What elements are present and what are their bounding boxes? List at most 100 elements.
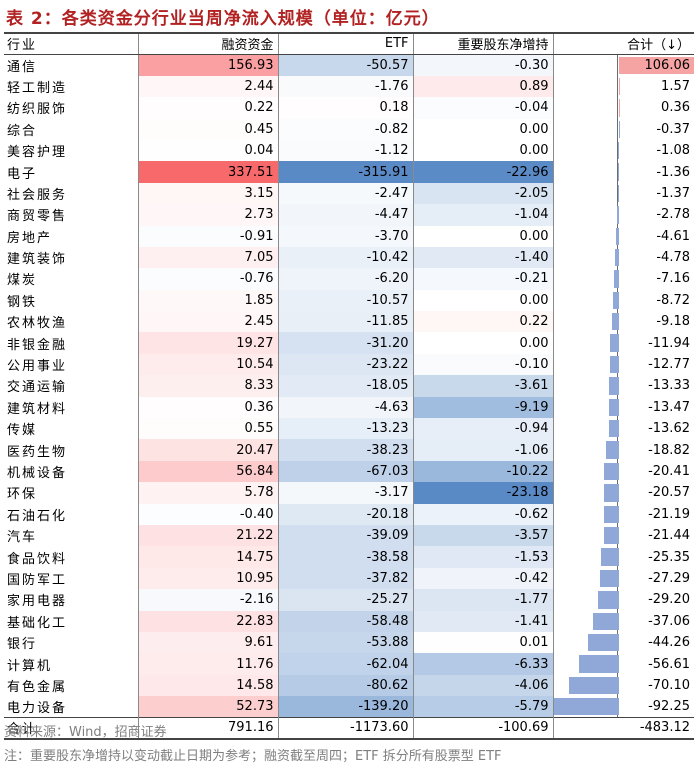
total-databar (613, 270, 619, 288)
financing-cell: 2.73 (138, 204, 279, 226)
total-databar (592, 612, 619, 630)
zero-axis-line (616, 97, 618, 119)
industry-name: 家用电器 (4, 589, 139, 611)
zero-axis-line (616, 75, 618, 98)
total-databar (612, 313, 619, 331)
table-row: 社会服务 3.15 -2.47 -2.05 -1.37 (4, 182, 694, 205)
total-value: -25.35 (648, 549, 690, 565)
total-value: -21.19 (648, 506, 690, 522)
total-value: -70.10 (648, 677, 690, 693)
total-cell: 0.36 (553, 97, 694, 119)
industry-name: 通信 (4, 54, 139, 76)
total-databar (609, 355, 619, 374)
etf-cell: -11.85 (278, 311, 414, 333)
total-cell: -1.36 (553, 161, 694, 183)
total-databar (605, 441, 619, 459)
industry-name: 传媒 (4, 418, 139, 440)
total-value: -9.18 (656, 314, 690, 330)
holder-cell: -0.94 (413, 418, 554, 440)
total-cell: -20.41 (553, 460, 694, 483)
table-row: 农林牧渔 2.45 -11.85 0.22 -9.18 (4, 311, 694, 333)
holder-cell: 0.00 (413, 289, 554, 312)
table-row: 传媒 0.55 -13.23 -0.94 -13.62 (4, 418, 694, 440)
total-cell: -92.25 (553, 696, 694, 717)
total-cell: -25.35 (553, 546, 694, 568)
holder-cell: -0.04 (413, 97, 554, 119)
total-databar (615, 248, 619, 267)
etf-cell: -1.76 (278, 75, 414, 98)
table-row: 环保 5.78 -3.17 -23.18 -20.57 (4, 482, 694, 504)
industry-name: 钢铁 (4, 289, 139, 312)
industry-name: 非银金融 (4, 332, 139, 354)
zero-axis-line (616, 161, 618, 183)
total-cell: -20.57 (553, 482, 694, 504)
etf-cell: -0.82 (278, 118, 414, 140)
holder-cell: -1.41 (413, 610, 554, 632)
holder-cell: -0.10 (413, 353, 554, 376)
industry-name: 建筑装饰 (4, 246, 139, 269)
financing-cell: -0.76 (138, 268, 279, 290)
header-financing: 融资资金 (138, 31, 279, 55)
table-row: 纺织服饰 0.22 0.18 -0.04 0.36 (4, 97, 694, 119)
industry-name: 美容护理 (4, 139, 139, 162)
total-value: -13.33 (648, 378, 690, 394)
holder-cell: -3.61 (413, 375, 554, 397)
industry-name: 医药生物 (4, 439, 139, 461)
table-title: 表 2：各类资金分行业当周净流入规模（单位：亿元） (6, 9, 440, 29)
total-cell: 106.06 (553, 54, 694, 76)
total-value: -4.61 (656, 228, 690, 244)
total-value: 1.57 (661, 78, 690, 94)
total-databar (599, 569, 619, 588)
industry-name: 社会服务 (4, 182, 139, 205)
total-value: -7.16 (656, 271, 690, 287)
etf-cell: -4.63 (278, 396, 414, 419)
industry-name: 商贸零售 (4, 204, 139, 226)
total-cell: -13.47 (553, 396, 694, 419)
total-value: -2.78 (656, 207, 690, 223)
etf-cell: -18.05 (278, 375, 414, 397)
industry-name: 计算机 (4, 653, 139, 675)
total-value: -1.36 (656, 164, 690, 180)
financing-cell: 56.84 (138, 460, 279, 483)
total-value: -1.08 (656, 143, 690, 159)
etf-cell: -10.57 (278, 289, 414, 312)
total-databar (598, 591, 619, 609)
industry-name: 合计 (4, 716, 139, 740)
etf-cell: -2.47 (278, 182, 414, 205)
holder-cell: 0.00 (413, 139, 554, 162)
total-value: -11.94 (648, 335, 690, 351)
holder-cell: -1.06 (413, 439, 554, 461)
financing-cell: 0.04 (138, 139, 279, 162)
holder-cell: -1.40 (413, 246, 554, 269)
financing-cell: 9.61 (138, 631, 279, 654)
table-row: 电力设备 52.73 -139.20 -5.79 -92.25 (4, 696, 694, 718)
total-databar (618, 77, 620, 96)
table-row: 医药生物 20.47 -38.23 -1.06 -18.82 (4, 439, 694, 461)
etf-cell: -13.23 (278, 418, 414, 440)
financing-cell: 14.75 (138, 546, 279, 568)
financing-cell: -0.40 (138, 503, 279, 525)
financing-cell: 11.76 (138, 653, 279, 675)
holder-cell: 0.01 (413, 631, 554, 654)
total-databar (609, 420, 619, 438)
etf-cell: -25.27 (278, 589, 414, 611)
etf-cell: -39.09 (278, 524, 414, 547)
financing-cell: 0.55 (138, 418, 279, 440)
industry-name: 汽车 (4, 524, 139, 547)
financing-cell: 0.36 (138, 396, 279, 419)
header-industry: 行业 (4, 31, 139, 55)
etf-cell: -80.62 (278, 674, 414, 697)
total-cell: -1.08 (553, 139, 694, 162)
total-value: -1.37 (656, 185, 690, 201)
total-value: -18.82 (648, 442, 690, 458)
total-cell: -8.72 (553, 289, 694, 312)
total-databar (603, 505, 619, 523)
total-cell: -18.82 (553, 439, 694, 461)
total-value: -4.78 (656, 250, 690, 266)
total-cell: -13.33 (553, 375, 694, 397)
holder-cell: -0.42 (413, 567, 554, 590)
total-databar (617, 163, 619, 181)
zero-axis-line (616, 54, 618, 76)
etf-cell: -38.58 (278, 546, 414, 568)
holder-cell: 0.00 (413, 118, 554, 140)
